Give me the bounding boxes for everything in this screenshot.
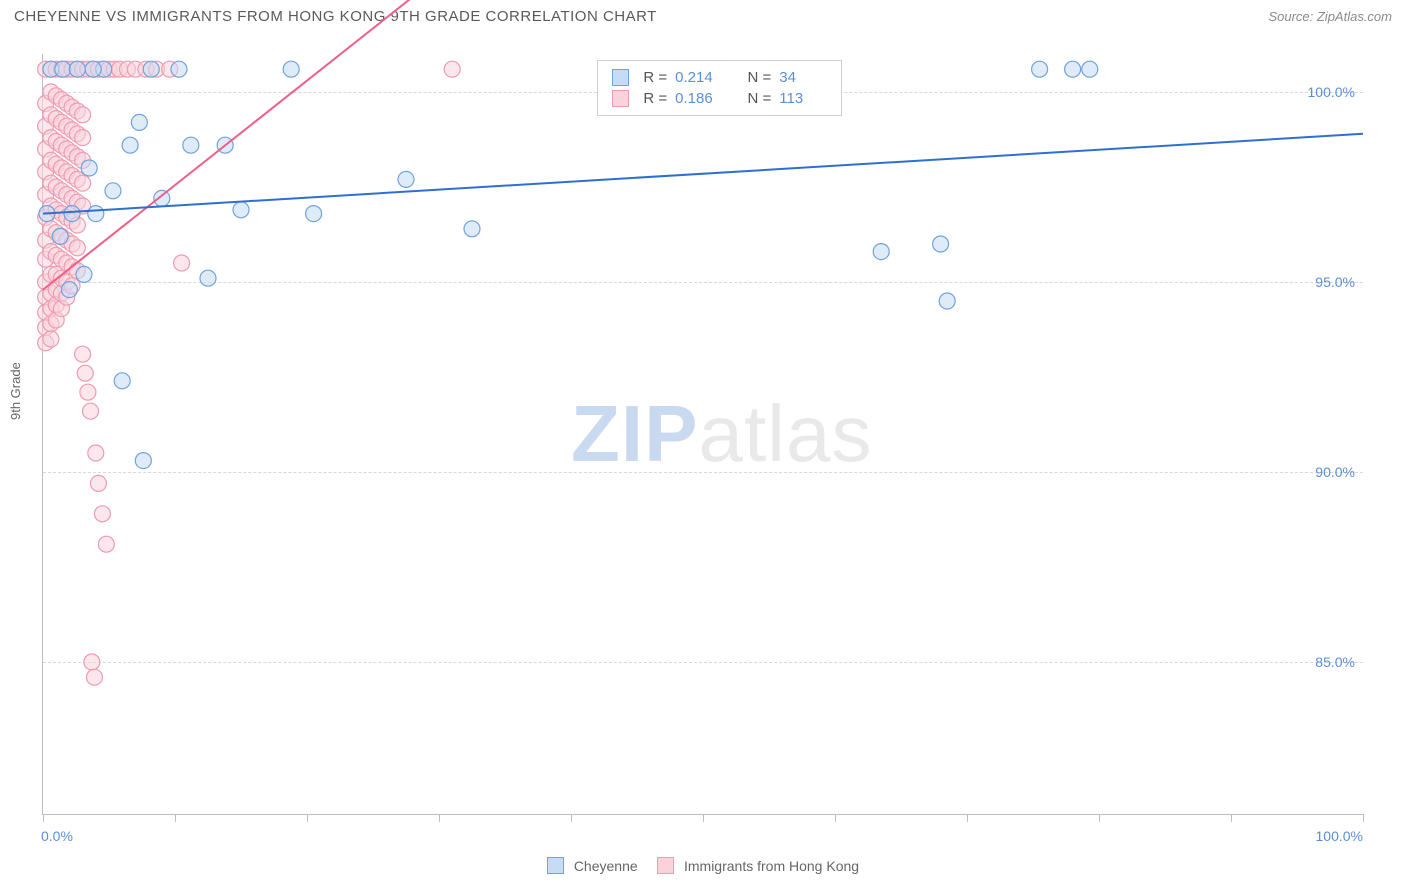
data-point (88, 445, 104, 461)
data-point (873, 244, 889, 260)
stats-row: R = 0.186 N = 113 (612, 88, 827, 109)
x-tick (43, 814, 44, 822)
data-point (464, 221, 480, 237)
stats-swatch (612, 90, 629, 107)
data-point (398, 171, 414, 187)
data-point (171, 61, 187, 77)
data-point (75, 107, 91, 123)
data-point (55, 61, 71, 77)
legend-swatch-b (657, 857, 674, 874)
stats-swatch (612, 69, 629, 86)
data-point (183, 137, 199, 153)
data-point (52, 228, 68, 244)
stats-n-label: N = (748, 69, 772, 86)
stats-r-label: R = (643, 69, 667, 86)
x-tick (571, 814, 572, 822)
data-point (98, 536, 114, 552)
trend-line-a (43, 134, 1363, 214)
data-point (933, 236, 949, 252)
legend-label-a: Cheyenne (574, 858, 638, 874)
data-point (64, 206, 80, 222)
stats-r-value: 0.214 (675, 69, 723, 86)
data-point (114, 373, 130, 389)
data-point (105, 183, 121, 199)
bottom-legend: Cheyenne Immigrants from Hong Kong (0, 857, 1406, 874)
legend-swatch-a (547, 857, 564, 874)
data-point (154, 190, 170, 206)
data-point (90, 475, 106, 491)
stats-r-value: 0.186 (675, 90, 723, 107)
data-point (200, 270, 216, 286)
x-tick (835, 814, 836, 822)
legend-label-b: Immigrants from Hong Kong (684, 858, 859, 874)
data-point (143, 61, 159, 77)
data-point (233, 202, 249, 218)
stats-r-label: R = (643, 90, 667, 107)
data-point (1065, 61, 1081, 77)
data-point (122, 137, 138, 153)
x-tick (175, 814, 176, 822)
x-tick (1231, 814, 1232, 822)
data-point (80, 384, 96, 400)
data-point (94, 506, 110, 522)
x-tick (439, 814, 440, 822)
data-point (939, 293, 955, 309)
chart-title: CHEYENNE VS IMMIGRANTS FROM HONG KONG 9T… (14, 8, 657, 25)
data-point (306, 206, 322, 222)
scatter-plot-svg (43, 54, 1363, 814)
data-point (86, 669, 102, 685)
data-point (88, 206, 104, 222)
x-tick (703, 814, 704, 822)
x-tick (967, 814, 968, 822)
data-point (1032, 61, 1048, 77)
stats-n-value: 113 (779, 90, 827, 107)
data-point (77, 365, 93, 381)
data-point (135, 453, 151, 469)
x-tick-max: 100.0% (1316, 828, 1363, 844)
y-axis-label: 9th Grade (8, 362, 23, 420)
data-point (1082, 61, 1098, 77)
data-point (131, 114, 147, 130)
data-point (83, 403, 99, 419)
data-point (76, 266, 92, 282)
data-point (81, 160, 97, 176)
data-point (69, 240, 85, 256)
data-point (75, 346, 91, 362)
data-point (61, 282, 77, 298)
source-attribution: Source: ZipAtlas.com (1268, 9, 1392, 24)
x-tick (1363, 814, 1364, 822)
x-tick-min: 0.0% (41, 828, 73, 844)
data-point (75, 175, 91, 191)
stats-row: R = 0.214 N = 34 (612, 67, 827, 88)
stats-n-value: 34 (779, 69, 827, 86)
data-point (174, 255, 190, 271)
data-point (85, 61, 101, 77)
data-point (283, 61, 299, 77)
stats-n-label: N = (748, 90, 772, 107)
data-point (84, 654, 100, 670)
chart-plot-area: 85.0%90.0%95.0%100.0% ZIPatlas R =0.214 … (42, 54, 1363, 815)
data-point (43, 331, 59, 347)
data-point (444, 61, 460, 77)
x-tick (307, 814, 308, 822)
data-point (75, 130, 91, 146)
stats-legend-box: R = 0.214 N = 34 R = 0.186 N = 113 (597, 60, 842, 116)
data-point (69, 61, 85, 77)
x-tick (1099, 814, 1100, 822)
